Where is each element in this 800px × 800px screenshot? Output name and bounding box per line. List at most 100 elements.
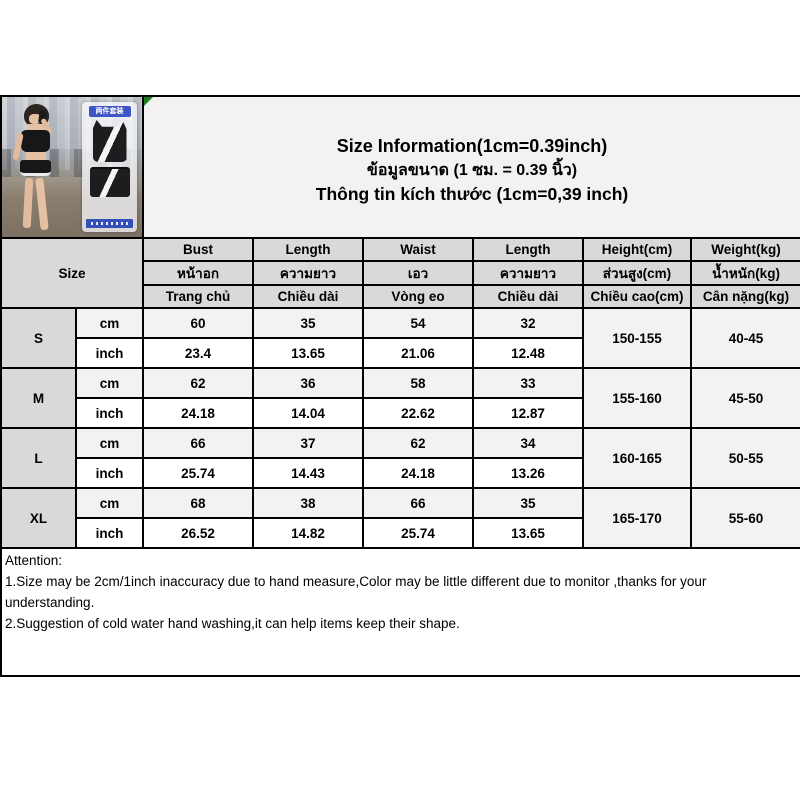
value-cell: 12.48 — [472, 337, 584, 369]
weight-range-cell: 45-50 — [689, 367, 800, 429]
value-cell: 38 — [252, 487, 364, 519]
title-english: Size Information(1cm=0.39inch) — [336, 135, 608, 156]
value-cell: 14.04 — [252, 397, 364, 429]
value-cell: 13.65 — [472, 517, 584, 549]
height-range-cell: 160-165 — [582, 427, 692, 489]
col-header-waist-th: เอว — [362, 260, 474, 286]
value-cell: 13.65 — [252, 337, 364, 369]
value-cell: 66 — [362, 487, 474, 519]
col-header-length2-vi: Chiều dài — [472, 284, 584, 309]
title-thai: ข้อมูลขนาด (1 ซม. = 0.39 นิ้ว) — [366, 161, 578, 179]
black-crop-top — [21, 130, 50, 152]
header-row-vietnamese: Trang chủ Chiều dài Vòng eo Chiều dài Ch… — [1, 284, 800, 309]
height-range-cell: 165-170 — [582, 487, 692, 549]
unit-label-inch: inch — [75, 517, 144, 549]
attention-note-1: 1.Size may be 2cm/1inch inaccuracy due t… — [5, 573, 707, 610]
product-bottom-banner — [86, 219, 133, 228]
value-cell: 35 — [252, 307, 364, 339]
product-inset-card: 两件套装 — [82, 102, 137, 232]
table-row: XL cm 68 38 66 35 165-170 55-60 — [0, 487, 800, 549]
value-cell: 34 — [472, 427, 584, 459]
weight-range-cell: 55-60 — [689, 487, 800, 549]
product-badge: 两件套装 — [88, 106, 131, 117]
unit-label-inch: inch — [75, 457, 144, 489]
col-header-length1-vi: Chiều dài — [252, 284, 364, 309]
col-header-height-en: Height(cm) — [582, 237, 692, 262]
col-header-weight-th: น้ำหนัก(kg) — [689, 260, 800, 286]
value-cell: 21.06 — [362, 337, 474, 369]
value-cell: 14.43 — [252, 457, 364, 489]
attention-row: Attention: 1.Size may be 2cm/1inch inacc… — [0, 547, 800, 677]
table-row: inch 26.52 14.82 25.74 13.65 — [1, 517, 800, 549]
value-cell: 62 — [362, 427, 474, 459]
size-label-s: S — [0, 307, 77, 369]
col-header-length1-en: Length — [252, 237, 364, 262]
weight-range-cell: 40-45 — [689, 307, 800, 369]
col-header-bust-th: หน้าอก — [142, 260, 254, 286]
col-header-bust-vi: Trang chủ — [142, 284, 254, 309]
col-header-weight-en: Weight(kg) — [689, 237, 800, 262]
value-cell: 68 — [142, 487, 254, 519]
weight-range-cell: 50-55 — [689, 427, 800, 489]
table-row: inch 25.74 14.43 24.18 13.26 — [1, 457, 800, 489]
table-row: L cm 66 37 62 34 160-165 50-55 — [0, 427, 800, 489]
header-row-thai: หน้าอก ความยาว เอว ความยาว ส่วนสูง(cm) น… — [1, 260, 800, 286]
product-top-thumbnail — [92, 120, 127, 162]
photo-title-row: 两件套装 Size Information(1cm=0.39inch) — [0, 95, 800, 239]
value-cell: 23.4 — [142, 337, 254, 369]
table-row: M cm 62 36 58 33 155-160 45-50 — [0, 367, 800, 429]
unit-label-inch: inch — [75, 337, 144, 369]
value-cell: 14.82 — [252, 517, 364, 549]
value-cell: 58 — [362, 367, 474, 399]
size-corner-label: Size — [0, 237, 144, 309]
title-vietnamese: Thông tin kích thước (1cm=0,39 inch) — [315, 183, 629, 204]
product-shorts-thumbnail — [89, 167, 130, 197]
table-row: S cm 60 35 54 32 150-155 40-45 — [0, 307, 800, 369]
value-cell: 35 — [472, 487, 584, 519]
value-cell: 66 — [142, 427, 254, 459]
size-label-l: L — [0, 427, 77, 489]
col-header-weight-vi: Cân nặng(kg) — [689, 284, 800, 309]
product-photo: 两件套装 — [3, 98, 141, 236]
unit-label-cm: cm — [75, 367, 144, 399]
col-header-length2-th: ความยาว — [472, 260, 584, 286]
height-range-cell: 155-160 — [582, 367, 692, 429]
unit-label-cm: cm — [75, 427, 144, 459]
col-header-length1-th: ความยาว — [252, 260, 364, 286]
value-cell: 54 — [362, 307, 474, 339]
black-shorts — [20, 160, 51, 176]
unit-label-cm: cm — [75, 307, 144, 339]
product-photo-cell: 两件套装 — [0, 95, 144, 239]
table-row: inch 24.18 14.04 22.62 12.87 — [1, 397, 800, 429]
value-cell: 32 — [472, 307, 584, 339]
attention-cell: Attention: 1.Size may be 2cm/1inch inacc… — [0, 547, 800, 677]
value-cell: 13.26 — [472, 457, 584, 489]
title-cell: Size Information(1cm=0.39inch) ข้อมูลขนา… — [141, 95, 800, 239]
height-range-cell: 150-155 — [582, 307, 692, 369]
value-cell: 25.74 — [362, 517, 474, 549]
value-cell: 62 — [142, 367, 254, 399]
unit-label-inch: inch — [75, 397, 144, 429]
col-header-bust-en: Bust — [142, 237, 254, 262]
table-row: inch 23.4 13.65 21.06 12.48 — [1, 337, 800, 369]
unit-label-cm: cm — [75, 487, 144, 519]
value-cell: 37 — [252, 427, 364, 459]
value-cell: 24.18 — [142, 397, 254, 429]
size-info-content: 两件套装 Size Information(1cm=0.39inch) — [0, 95, 800, 677]
col-header-waist-en: Waist — [362, 237, 474, 262]
size-label-m: M — [0, 367, 77, 429]
col-header-height-vi: Chiều cao(cm) — [582, 284, 692, 309]
header-row-english: Size Bust Length Waist Length Height(cm)… — [0, 237, 800, 309]
value-cell: 24.18 — [362, 457, 474, 489]
size-chart-table: 两件套装 Size Information(1cm=0.39inch) — [0, 95, 800, 677]
col-header-length2-en: Length — [472, 237, 584, 262]
value-cell: 22.62 — [362, 397, 474, 429]
attention-note-2: 2.Suggestion of cold water hand washing,… — [5, 615, 460, 631]
value-cell: 36 — [252, 367, 364, 399]
value-cell: 26.52 — [142, 517, 254, 549]
value-cell: 33 — [472, 367, 584, 399]
col-header-waist-vi: Vòng eo — [362, 284, 474, 309]
attention-heading: Attention: — [5, 553, 63, 568]
col-header-height-th: ส่วนสูง(cm) — [582, 260, 692, 286]
